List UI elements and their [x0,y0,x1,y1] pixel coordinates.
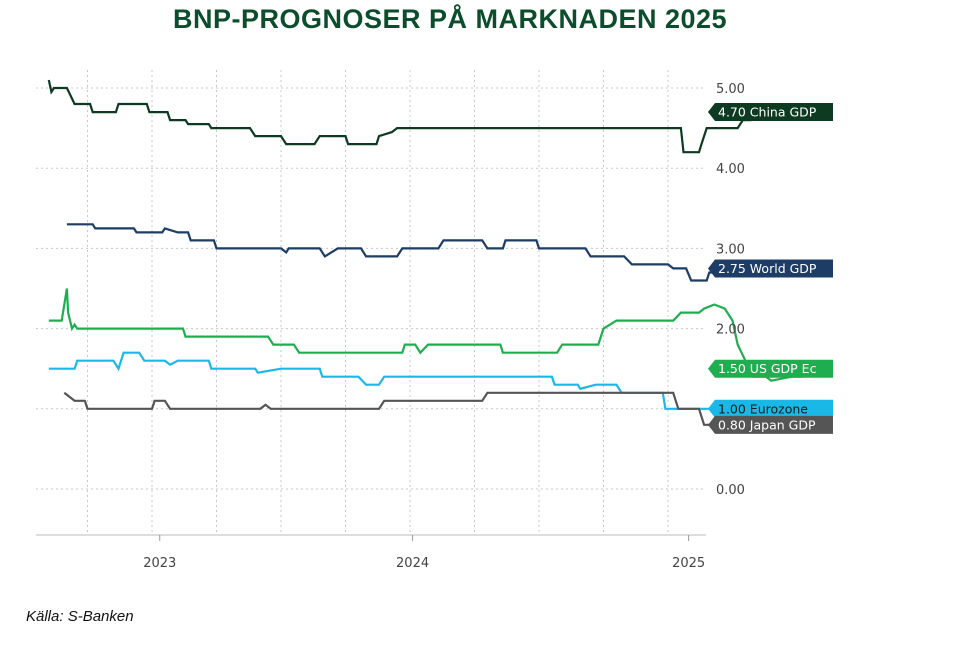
series-tag-eurozone: 1.00 Eurozone [708,399,833,418]
series-tag-label: 1.00 Eurozone [718,401,808,416]
y-tick-label: 4.00 [716,162,745,177]
series-line-china-gdp [47,79,759,154]
y-axis-ticks: 0.001.002.003.004.005.00 [716,82,745,498]
series-tag-box [708,415,833,434]
series-line-eurozone [48,351,828,426]
series-line-world-gdp [66,223,759,282]
chart-title: BNP-PROGNOSER PÅ MARKNADEN 2025 [172,4,728,34]
y-tick-label: 5.00 [716,82,745,97]
series-tag-box [708,359,833,378]
source-note: Källa: S-Banken [26,608,134,625]
series-tags: 4.70 China GDP 2.75 World GDP 1.50 US GDP … [708,103,833,434]
series-tag-box [708,103,833,122]
series-tag-box [708,259,833,278]
y-tick-label: 3.00 [716,242,745,257]
series-tag-label: 2.75 World GDP [718,261,817,276]
series-tag-label: 0.80 Japan GDP [718,417,816,432]
y-tick-label: 2.00 [716,323,745,338]
series-tag-label: 4.70 China GDP [718,105,817,120]
series-tag-japan-gdp: 0.80 Japan GDP [708,415,833,434]
series-lines [47,79,828,426]
series-tag-world-gdp: 2.75 World GDP [708,259,833,278]
series-tag-label: 1.50 US GDP Ec [718,361,817,376]
series-line-japan-gdp [63,391,828,426]
grid-lines [36,70,706,536]
series-tag-china-gdp: 4.70 China GDP [708,103,833,122]
series-tag-us-gdp-ec: 1.50 US GDP Ec [708,359,833,378]
series-tag-box [708,399,833,418]
y-tick-label: 0.00 [716,483,745,498]
x-tick-label: 2023 [143,556,176,571]
x-axis-ticks: 2023 2024 2025 [143,535,705,571]
x-tick-label: 2024 [396,556,429,571]
series-line-us-gdp-ec [48,288,823,382]
x-tick-label: 2025 [672,556,705,571]
